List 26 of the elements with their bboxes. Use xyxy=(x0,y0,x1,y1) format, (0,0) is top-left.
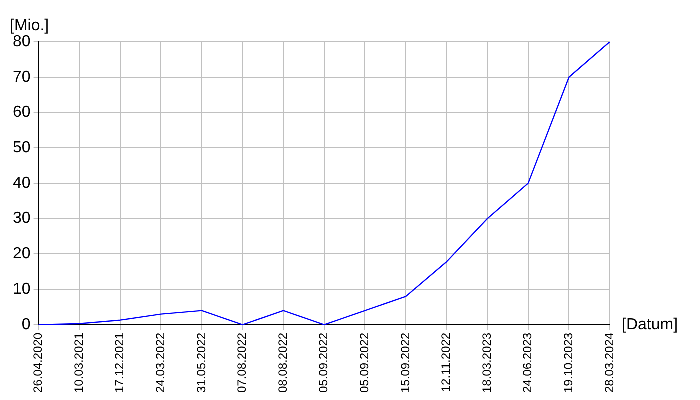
x-tick-label: 12.11.2022 xyxy=(439,332,454,392)
x-tick-label: 24.03.2022 xyxy=(154,332,168,394)
y-tick-label: 0 xyxy=(22,316,31,334)
y-tick-label: 40 xyxy=(13,174,31,192)
x-tick-label: 05.09.2022 xyxy=(358,332,372,394)
y-tick-label: 30 xyxy=(13,210,31,228)
x-tick-label: 07.08.2022 xyxy=(235,332,250,394)
y-tick-label: 50 xyxy=(13,140,31,157)
y-tick-label: 70 xyxy=(13,68,31,86)
x-tick-label: 24.06.2023 xyxy=(520,332,535,394)
x-tick-label: 17.12.2021 xyxy=(112,332,127,394)
y-tick-label: 20 xyxy=(13,246,31,263)
x-tick-label: 31.05.2022 xyxy=(194,332,208,394)
x-tick-label: 05.09.2022 xyxy=(316,332,331,394)
x-tick-label: 28.03.2024 xyxy=(602,332,616,394)
y-tick-label: 10 xyxy=(13,280,31,298)
x-axis-title: [Datum] xyxy=(622,316,678,334)
x-tick-label: 19.10.2023 xyxy=(562,332,576,394)
x-tick-label: 26.04.2020 xyxy=(31,332,46,394)
y-axis-title: [Mio.] xyxy=(10,17,50,34)
x-tick-label: 15.09.2022 xyxy=(398,332,412,394)
x-tick-label: 10.03.2021 xyxy=(72,332,86,394)
y-tick-label: 60 xyxy=(13,104,31,122)
x-tick-label: 08.08.2022 xyxy=(276,332,290,394)
x-tick-label: 18.03.2023 xyxy=(480,332,494,394)
y-tick-label: 80 xyxy=(13,33,31,50)
